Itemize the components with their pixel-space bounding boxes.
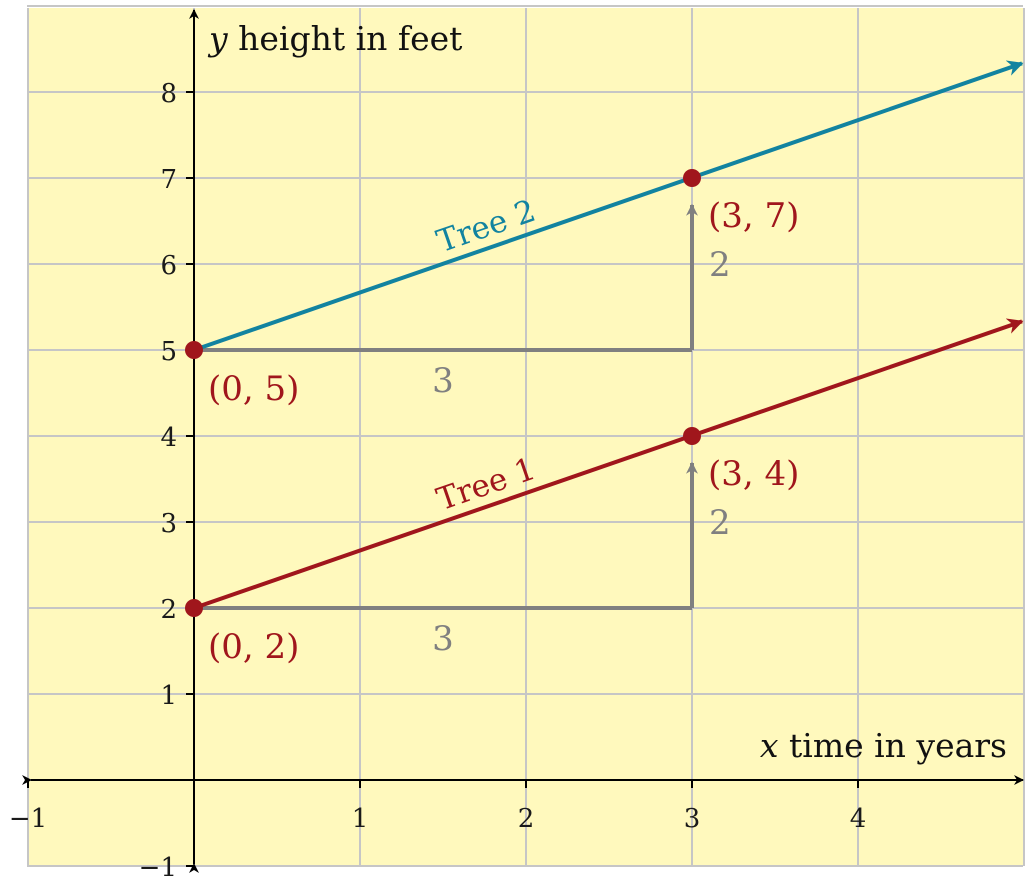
- tree-2-line: [193, 60, 1024, 352]
- run-label: 3: [432, 619, 454, 659]
- y-tick-label: 7: [160, 165, 177, 195]
- rise-label: 2: [709, 245, 731, 285]
- y-tick-label: −1: [139, 853, 177, 879]
- y-tick-label: 8: [160, 79, 177, 109]
- y-tick-label: 1: [160, 681, 177, 711]
- data-point: [185, 599, 203, 617]
- series-lines: [193, 60, 1024, 610]
- point-label: (3, 7): [708, 196, 799, 236]
- x-tick-label: −1: [9, 804, 47, 834]
- point-label: (0, 5): [208, 369, 299, 409]
- x-tick-label: 3: [684, 804, 701, 834]
- y-axis-label: y height in feet: [207, 19, 462, 58]
- x-tick-label: 4: [850, 804, 867, 834]
- y-tick-label: 2: [160, 595, 177, 625]
- data-points: [185, 169, 701, 617]
- y-tick-label: 6: [160, 251, 177, 281]
- point-label: (3, 4): [708, 454, 799, 494]
- y-tick-label: 3: [160, 509, 177, 539]
- tree-1-line: [193, 318, 1024, 610]
- y-tick-label: 5: [160, 337, 177, 367]
- tick-labels: −1 1 2 3 4 −1 1 2 3 4 5 6 7 8: [9, 79, 866, 879]
- data-point: [185, 341, 203, 359]
- y-tick-label: 4: [160, 423, 177, 453]
- x-axis-label: x time in years: [760, 726, 1007, 765]
- x-tick-label: 1: [352, 804, 369, 834]
- point-label: (0, 2): [208, 627, 299, 667]
- rise-run-guides: [194, 203, 698, 610]
- x-tick-label: 2: [518, 804, 535, 834]
- rise-label: 2: [709, 503, 731, 543]
- data-point: [683, 427, 701, 445]
- run-label: 3: [432, 361, 454, 401]
- data-point: [683, 169, 701, 187]
